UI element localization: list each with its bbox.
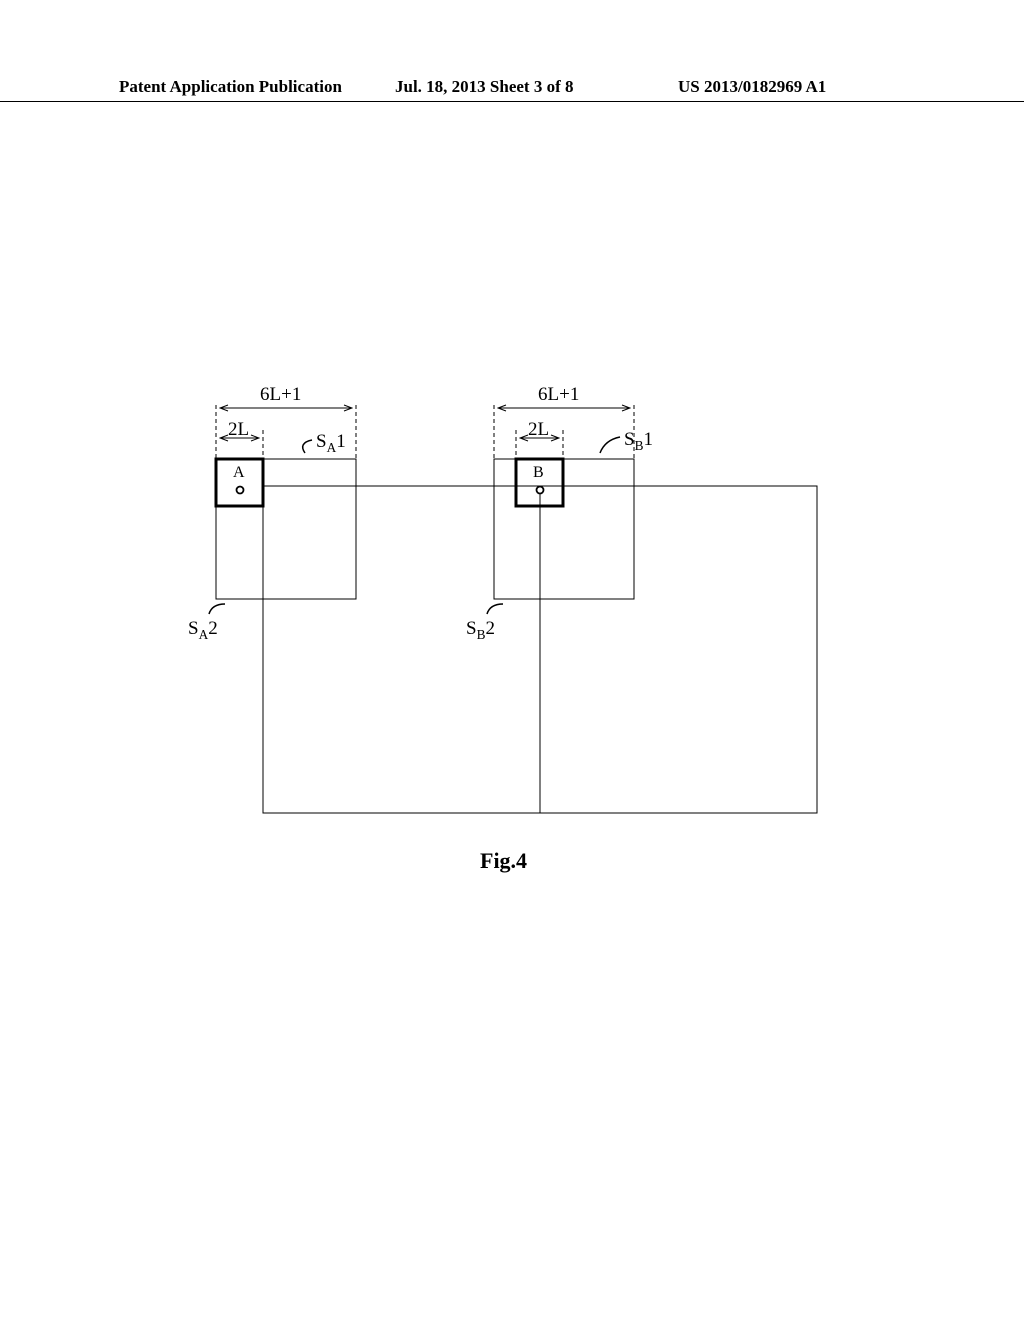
dimension-2L-A: 2L <box>228 420 249 439</box>
figure-caption: Fig.4 <box>480 850 527 872</box>
SA2-sub: A <box>199 627 209 642</box>
SB1-pre: S <box>624 429 635 450</box>
diagram-svg <box>0 0 1024 1320</box>
figure-diagram: 6L+1 2L 6L+1 2L A B SA1 SB1 SA2 SB2 Fig.… <box>0 0 1024 1320</box>
SA1-pre: S <box>316 431 327 452</box>
dimension-2L-B: 2L <box>528 420 549 439</box>
SA2-pre: S <box>188 618 199 639</box>
dimension-6L-B: 6L+1 <box>538 385 579 404</box>
point-A-label: A <box>233 465 245 481</box>
point-B-label: B <box>533 465 544 481</box>
label-SA2: SA2 <box>188 619 218 641</box>
SB2-post: 2 <box>485 618 495 639</box>
label-SB1: SB1 <box>624 430 653 452</box>
label-SB2: SB2 <box>466 619 495 641</box>
SB2-pre: S <box>466 618 477 639</box>
SA2-post: 2 <box>208 618 218 639</box>
SA1-sub: A <box>327 440 337 455</box>
SB1-post: 1 <box>643 429 653 450</box>
label-SA1: SA1 <box>316 432 346 454</box>
dimension-6L-A: 6L+1 <box>260 385 301 404</box>
SA1-post: 1 <box>336 431 346 452</box>
